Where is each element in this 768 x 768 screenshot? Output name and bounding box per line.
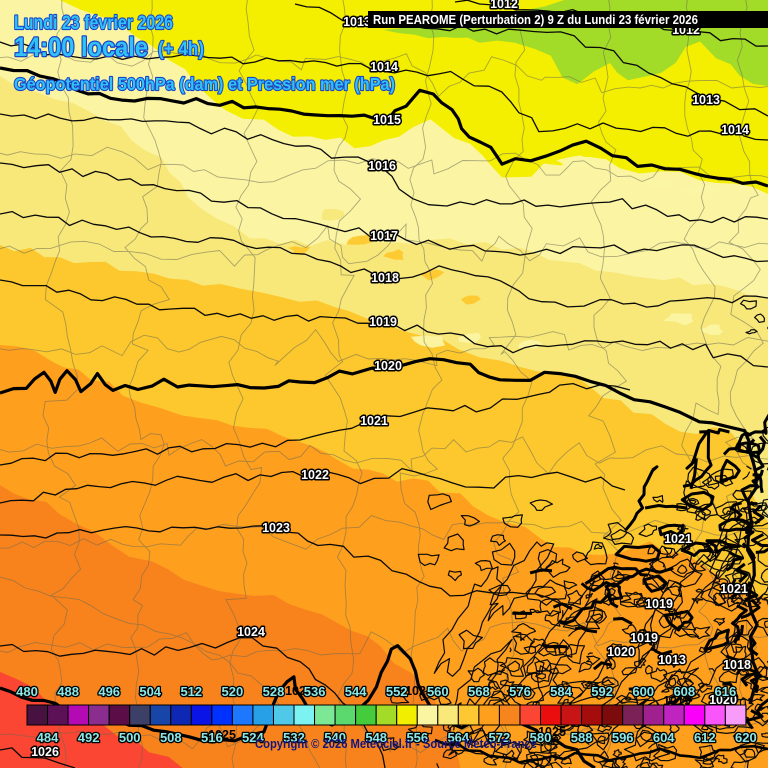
svg-text:(+ 4h): (+ 4h) <box>158 39 204 60</box>
svg-text:1019: 1019 <box>645 597 673 611</box>
svg-text:568: 568 <box>468 684 490 699</box>
svg-text:Géopotentiel 500hPa (dam) et P: Géopotentiel 500hPa (dam) et Pression me… <box>14 74 395 94</box>
svg-text:544: 544 <box>345 684 367 699</box>
svg-text:552: 552 <box>386 684 408 699</box>
svg-text:1018: 1018 <box>723 658 751 672</box>
svg-text:596: 596 <box>612 730 634 745</box>
svg-text:512: 512 <box>180 684 202 699</box>
svg-text:592: 592 <box>591 684 613 699</box>
svg-text:488: 488 <box>57 684 79 699</box>
svg-text:588: 588 <box>571 730 593 745</box>
svg-text:520: 520 <box>222 684 244 699</box>
svg-text:Lundi 23 février 2026: Lundi 23 février 2026 <box>14 13 173 34</box>
svg-text:1025: 1025 <box>405 684 433 698</box>
svg-text:532: 532 <box>283 730 305 745</box>
svg-text:484: 484 <box>37 730 59 745</box>
svg-text:576: 576 <box>509 684 531 699</box>
svg-text:560: 560 <box>427 684 449 699</box>
svg-text:1015: 1015 <box>373 113 401 127</box>
svg-text:1025: 1025 <box>285 684 313 698</box>
svg-text:14:00 locale: 14:00 locale <box>14 32 148 62</box>
svg-text:1020: 1020 <box>607 645 635 659</box>
svg-text:508: 508 <box>160 730 182 745</box>
svg-text:Run PEAROME (Perturbation 2) 9: Run PEAROME (Perturbation 2) 9 Z du Lund… <box>373 13 698 27</box>
svg-text:1013: 1013 <box>343 15 371 29</box>
svg-text:1020: 1020 <box>709 693 737 707</box>
svg-text:Copyright © 2026 Meteociel.fr: Copyright © 2026 Meteociel.fr - Source M… <box>255 736 537 751</box>
svg-text:1024: 1024 <box>237 625 265 639</box>
svg-text:1025: 1025 <box>538 725 566 739</box>
svg-text:1021: 1021 <box>720 582 748 596</box>
svg-text:492: 492 <box>78 730 100 745</box>
svg-text:1026: 1026 <box>31 745 59 759</box>
svg-text:536: 536 <box>304 684 326 699</box>
svg-text:600: 600 <box>632 684 654 699</box>
svg-text:584: 584 <box>550 684 572 699</box>
svg-text:556: 556 <box>406 730 428 745</box>
svg-text:1020: 1020 <box>374 359 402 373</box>
svg-text:580: 580 <box>530 730 552 745</box>
svg-text:1023: 1023 <box>262 521 290 535</box>
svg-text:540: 540 <box>324 730 346 745</box>
svg-text:500: 500 <box>119 730 141 745</box>
svg-text:1018: 1018 <box>371 271 399 285</box>
svg-text:1021: 1021 <box>664 532 692 546</box>
svg-text:1014: 1014 <box>721 123 749 137</box>
svg-text:1019: 1019 <box>369 315 397 329</box>
svg-text:1022: 1022 <box>301 468 329 482</box>
svg-text:496: 496 <box>98 684 120 699</box>
svg-text:604: 604 <box>653 730 675 745</box>
svg-text:1016: 1016 <box>368 159 396 173</box>
svg-text:620: 620 <box>735 730 757 745</box>
svg-text:1013: 1013 <box>692 93 720 107</box>
svg-text:616: 616 <box>715 684 737 699</box>
svg-text:524: 524 <box>242 730 264 745</box>
svg-text:608: 608 <box>673 684 695 699</box>
svg-text:504: 504 <box>139 684 161 699</box>
svg-text:1013: 1013 <box>658 653 686 667</box>
svg-text:1012: 1012 <box>490 0 518 11</box>
svg-text:516: 516 <box>201 730 223 745</box>
svg-text:1014: 1014 <box>370 60 398 74</box>
svg-text:1025: 1025 <box>208 728 236 742</box>
svg-text:564: 564 <box>447 730 469 745</box>
svg-text:572: 572 <box>489 730 511 745</box>
svg-text:1019: 1019 <box>630 631 658 645</box>
svg-text:480: 480 <box>16 684 38 699</box>
svg-text:1017: 1017 <box>370 229 398 243</box>
svg-text:612: 612 <box>694 730 716 745</box>
svg-text:528: 528 <box>263 684 285 699</box>
svg-text:1021: 1021 <box>360 414 388 428</box>
svg-text:548: 548 <box>365 730 387 745</box>
